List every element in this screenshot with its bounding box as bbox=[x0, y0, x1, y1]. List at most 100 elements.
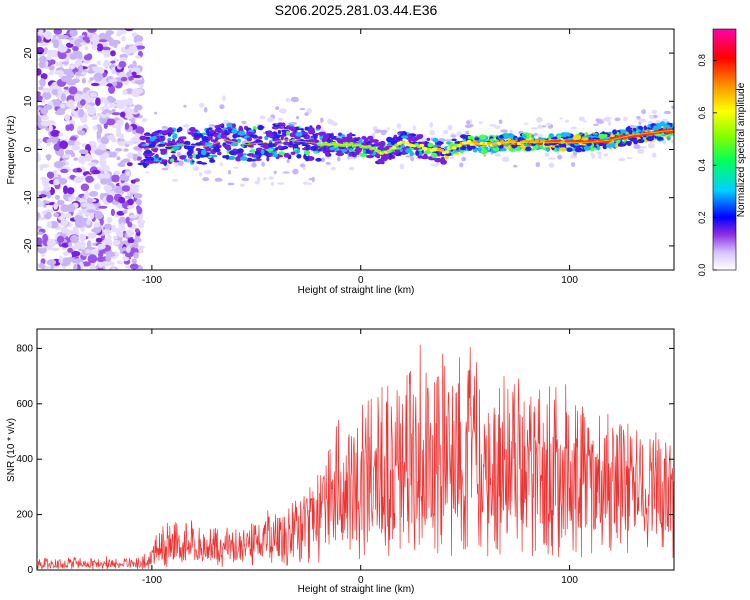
noise-speckle bbox=[130, 179, 136, 184]
noise-speckle bbox=[84, 46, 89, 51]
noise-speckle bbox=[450, 156, 455, 160]
noise-speckle bbox=[108, 97, 117, 103]
band-cell bbox=[545, 148, 550, 152]
band-cell bbox=[305, 147, 309, 151]
noise-speckle bbox=[638, 118, 647, 123]
noise-speckle bbox=[111, 137, 116, 143]
noise-speckle bbox=[118, 61, 127, 68]
band-cell bbox=[225, 154, 230, 160]
noise-speckle bbox=[41, 177, 50, 187]
band-cell bbox=[554, 145, 560, 148]
band-cell bbox=[171, 138, 176, 143]
noise-speckle bbox=[177, 160, 184, 166]
band-cell bbox=[152, 148, 158, 153]
noise-speckle bbox=[71, 145, 81, 151]
noise-speckle bbox=[227, 182, 235, 186]
noise-speckle bbox=[55, 98, 61, 107]
noise-speckle bbox=[118, 196, 126, 204]
band-cell bbox=[253, 158, 262, 161]
band-cell bbox=[193, 132, 199, 139]
snr-y-tick-label: 200 bbox=[16, 510, 33, 521]
noise-speckle bbox=[78, 64, 83, 74]
noise-speckle bbox=[38, 194, 47, 198]
band-cell bbox=[410, 137, 414, 140]
noise-speckle bbox=[596, 151, 603, 155]
band-cell bbox=[238, 130, 246, 136]
band-cell bbox=[172, 134, 178, 140]
noise-speckle bbox=[72, 78, 80, 84]
noise-speckle bbox=[37, 237, 43, 246]
spectrogram-y-tick-label: 20 bbox=[23, 47, 34, 59]
noise-speckle bbox=[119, 173, 126, 181]
band-cell bbox=[277, 129, 282, 135]
noise-speckle bbox=[103, 122, 108, 129]
noise-speckle bbox=[375, 129, 383, 133]
noise-speckle bbox=[222, 95, 226, 101]
noise-speckle bbox=[111, 112, 121, 116]
band-cell bbox=[451, 138, 457, 142]
noise-speckle bbox=[122, 255, 130, 262]
noise-speckle bbox=[125, 171, 131, 176]
band-cell bbox=[145, 160, 154, 164]
noise-speckle bbox=[429, 163, 437, 166]
noise-speckle bbox=[83, 54, 93, 61]
noise-speckle bbox=[133, 240, 139, 249]
band-cell bbox=[275, 147, 279, 151]
noise-speckle bbox=[98, 261, 103, 269]
snr-frame bbox=[36, 328, 675, 571]
noise-speckle bbox=[67, 187, 75, 195]
noise-speckle bbox=[95, 213, 103, 220]
band-cell bbox=[315, 157, 322, 162]
band-cell bbox=[176, 139, 185, 144]
snr-x-tick-label: 100 bbox=[561, 575, 578, 586]
band-cell bbox=[318, 148, 322, 152]
noise-speckle bbox=[77, 198, 87, 203]
band-cell bbox=[647, 127, 653, 130]
band-cell bbox=[275, 134, 281, 139]
band-cell bbox=[581, 133, 585, 136]
noise-speckle bbox=[40, 73, 48, 80]
noise-speckle bbox=[134, 80, 144, 85]
noise-speckle bbox=[81, 77, 86, 84]
band-cell bbox=[270, 151, 278, 154]
band-cell bbox=[295, 132, 303, 137]
noise-speckle bbox=[299, 108, 306, 110]
noise-speckle bbox=[111, 224, 117, 233]
noise-speckle bbox=[46, 171, 55, 179]
noise-speckle bbox=[127, 97, 133, 103]
band-cell bbox=[374, 142, 379, 147]
noise-speckle bbox=[70, 235, 79, 244]
noise-speckle bbox=[98, 39, 108, 43]
noise-speckle bbox=[91, 34, 100, 44]
snr-y-label: SNR (10 * v/v) bbox=[6, 418, 17, 482]
noise-speckle bbox=[302, 166, 306, 171]
band-cell bbox=[358, 138, 363, 144]
noise-speckle bbox=[117, 141, 126, 147]
band-cell bbox=[261, 143, 269, 148]
band-cell bbox=[240, 156, 248, 161]
band-cell bbox=[267, 143, 276, 148]
noise-speckle bbox=[135, 45, 146, 50]
band-cell bbox=[657, 136, 664, 141]
noise-speckle bbox=[68, 64, 76, 70]
noise-speckle bbox=[74, 38, 84, 48]
noise-speckle bbox=[91, 169, 101, 175]
noise-speckle bbox=[320, 157, 326, 163]
noise-speckle bbox=[84, 104, 92, 110]
noise-speckle bbox=[73, 93, 82, 102]
band-cell bbox=[208, 156, 212, 159]
band-cell bbox=[327, 137, 331, 144]
noise-speckle bbox=[261, 161, 265, 167]
noise-speckle bbox=[113, 170, 121, 175]
band-cell bbox=[245, 131, 254, 135]
noise-speckle bbox=[118, 118, 124, 127]
noise-speckle bbox=[60, 218, 69, 227]
band-cell bbox=[643, 125, 647, 131]
band-cell bbox=[423, 150, 431, 155]
noise-speckle bbox=[647, 142, 655, 149]
noise-speckle bbox=[37, 153, 40, 162]
band-cell bbox=[209, 159, 216, 163]
band-cell bbox=[163, 161, 167, 167]
spectrogram-y-label: Frequency (Hz) bbox=[6, 116, 17, 185]
noise-speckle bbox=[38, 43, 49, 47]
